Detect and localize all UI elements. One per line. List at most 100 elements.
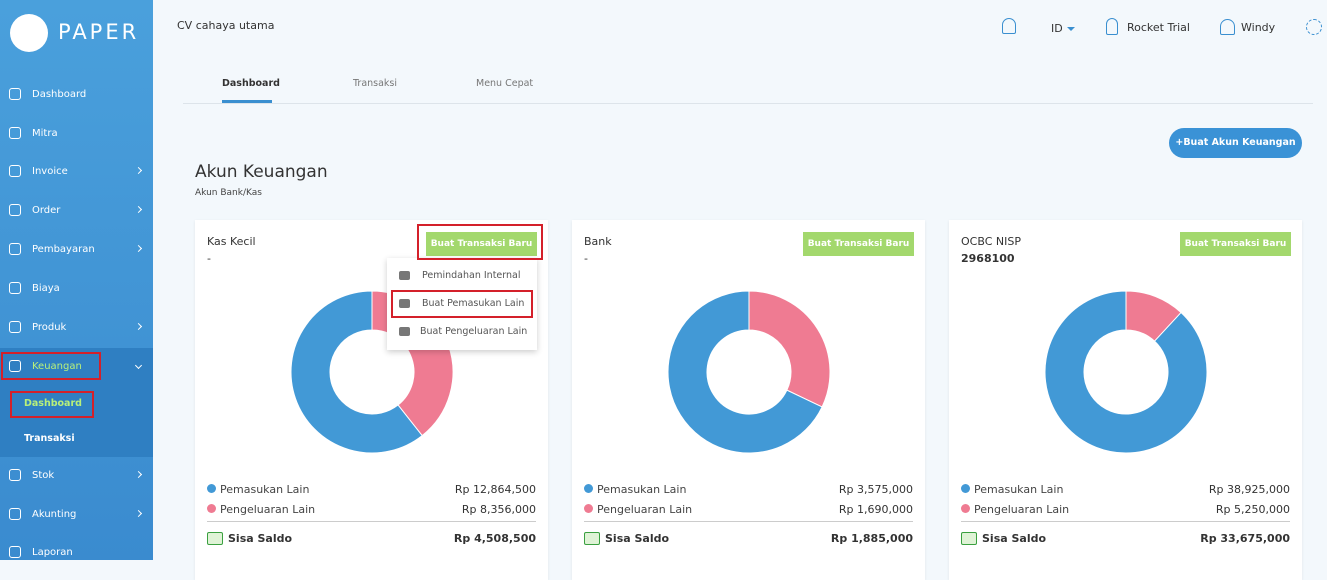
section-title: Akun Keuangan xyxy=(195,162,328,182)
balance-label: Sisa Saldo xyxy=(605,532,670,545)
section-subtitle: Akun Bank/Kas xyxy=(195,188,262,198)
account-name: OCBC NISP xyxy=(961,235,1021,248)
menu-item[interactable]: Stok xyxy=(0,456,153,495)
legend-value: Rp 8,356,000 xyxy=(461,503,536,516)
legend-item: Pengeluaran Lain xyxy=(961,503,1069,516)
account-number: - xyxy=(584,252,588,265)
donut-slice xyxy=(748,290,831,408)
wallet-icon xyxy=(961,532,977,545)
account-number: 2968100 xyxy=(961,252,1015,265)
legend-label: Pemasukan Lain xyxy=(974,483,1064,496)
submenu-item[interactable]: Dashboard xyxy=(24,398,82,409)
legend-value: Rp 3,575,000 xyxy=(838,483,913,496)
user[interactable]: Windy xyxy=(1241,21,1276,34)
account-card: OCBC NISP 2968100 Buat Transaksi Baru Pemas… xyxy=(949,220,1302,580)
legend-value: Rp 12,864,500 xyxy=(454,483,536,496)
divider xyxy=(207,521,536,522)
balance-label: Sisa Saldo xyxy=(228,532,293,545)
dropdown-icon xyxy=(399,299,410,308)
tab[interactable]: Transaksi xyxy=(353,78,398,89)
balance-value: Rp 1,885,000 xyxy=(830,532,913,545)
donut-slice xyxy=(667,290,823,454)
user-icon xyxy=(1220,19,1235,35)
highlight-box xyxy=(391,290,533,318)
menu-item[interactable]: Dashboard xyxy=(0,75,153,114)
legend-value: Rp 38,925,000 xyxy=(1208,483,1290,496)
legend-item: Pemasukan Lain xyxy=(584,483,686,496)
dropdown-menu: Pemindahan Internal Buat Pemasukan Lain Bu… xyxy=(387,258,537,350)
settings-icon[interactable] xyxy=(1306,19,1322,35)
donut-chart xyxy=(1044,290,1208,454)
menu-icon xyxy=(9,546,21,558)
tab[interactable]: Menu Cepat xyxy=(476,78,534,89)
menu-icon xyxy=(9,165,21,177)
create-account-button[interactable]: +Buat Akun Keuangan xyxy=(1169,128,1302,158)
submenu-item[interactable]: Transaksi xyxy=(24,433,75,444)
menu-icon xyxy=(9,204,21,216)
donut-slice xyxy=(1044,290,1208,454)
highlight-box xyxy=(417,224,543,260)
divider xyxy=(584,521,913,522)
plan[interactable]: Rocket Trial xyxy=(1127,21,1190,34)
legend-value: Rp 5,250,000 xyxy=(1215,503,1290,516)
menu-icon xyxy=(9,127,21,139)
legend-item: Pengeluaran Lain xyxy=(584,503,692,516)
legend-value: Rp 1,690,000 xyxy=(838,503,913,516)
legend-swatch xyxy=(961,504,970,513)
legend-swatch xyxy=(584,504,593,513)
dropdown-item[interactable]: Buat Pengeluaran Lain xyxy=(420,326,528,337)
legend-item: Pemasukan Lain xyxy=(207,483,309,496)
wallet-icon xyxy=(207,532,223,545)
menu-icon xyxy=(9,282,21,294)
new-transaction-button[interactable]: Buat Transaksi Baru xyxy=(803,232,914,256)
tab[interactable]: Dashboard xyxy=(222,78,280,89)
legend-swatch xyxy=(584,484,593,493)
legend-label: Pemasukan Lain xyxy=(220,483,310,496)
menu-item[interactable]: Produk xyxy=(0,308,153,347)
menu-icon xyxy=(9,508,21,520)
dropdown-icon xyxy=(399,327,410,336)
legend-label: Pemasukan Lain xyxy=(597,483,687,496)
legend-swatch xyxy=(207,484,216,493)
tab-underline xyxy=(222,100,272,103)
menu-item[interactable]: Invoice xyxy=(0,152,153,191)
menu-icon xyxy=(9,360,21,372)
account-card: Bank - Buat Transaksi Baru Pemasukan Lain Rp… xyxy=(572,220,925,580)
menu-item[interactable]: Akunting xyxy=(0,495,153,534)
wallet-icon xyxy=(584,532,600,545)
page: PAPER Dashboard Mitra Invoice Order Pembayar… xyxy=(0,0,1327,560)
new-transaction-button[interactable]: Buat Transaksi Baru xyxy=(1180,232,1291,256)
menu-item[interactable]: Pembayaran xyxy=(0,230,153,269)
donut-slice xyxy=(290,290,423,454)
new-transaction-button[interactable]: Buat Transaksi Baru xyxy=(426,232,537,256)
legend-label: Pengeluaran Lain xyxy=(974,503,1070,516)
account-number: - xyxy=(207,252,211,265)
dropdown-item[interactable]: Buat Pemasukan Lain xyxy=(422,298,525,309)
dropdown-item[interactable]: Pemindahan Internal xyxy=(422,270,521,281)
legend-swatch xyxy=(961,484,970,493)
balance-value: Rp 4,508,500 xyxy=(453,532,536,545)
menu-item[interactable]: Laporan xyxy=(0,533,153,572)
dropdown-icon xyxy=(399,271,410,280)
menu-item[interactable]: Mitra xyxy=(0,114,153,153)
legend-item: Pengeluaran Lain xyxy=(207,503,315,516)
donut-chart xyxy=(667,290,831,454)
menu-item[interactable]: Keuangan xyxy=(0,347,153,386)
bell-icon[interactable] xyxy=(1002,18,1016,34)
logo-icon xyxy=(10,14,48,52)
sidebar: PAPER Dashboard Mitra Invoice Order Pembayar… xyxy=(0,0,153,560)
menu-item[interactable]: Order xyxy=(0,191,153,230)
highlight-box xyxy=(1,352,101,380)
balance-label: Sisa Saldo xyxy=(982,532,1047,545)
caret xyxy=(1067,27,1075,35)
legend-label: Pengeluaran Lain xyxy=(597,503,693,516)
language[interactable]: ID xyxy=(1051,22,1063,35)
menu-icon xyxy=(9,321,21,333)
menu-icon xyxy=(9,88,21,100)
menu-icon xyxy=(9,243,21,255)
legend-item: Pemasukan Lain xyxy=(961,483,1063,496)
legend-label: Pengeluaran Lain xyxy=(220,503,316,516)
menu-icon xyxy=(9,469,21,481)
balance-value: Rp 33,675,000 xyxy=(1200,532,1290,545)
menu-item[interactable]: Biaya xyxy=(0,269,153,308)
